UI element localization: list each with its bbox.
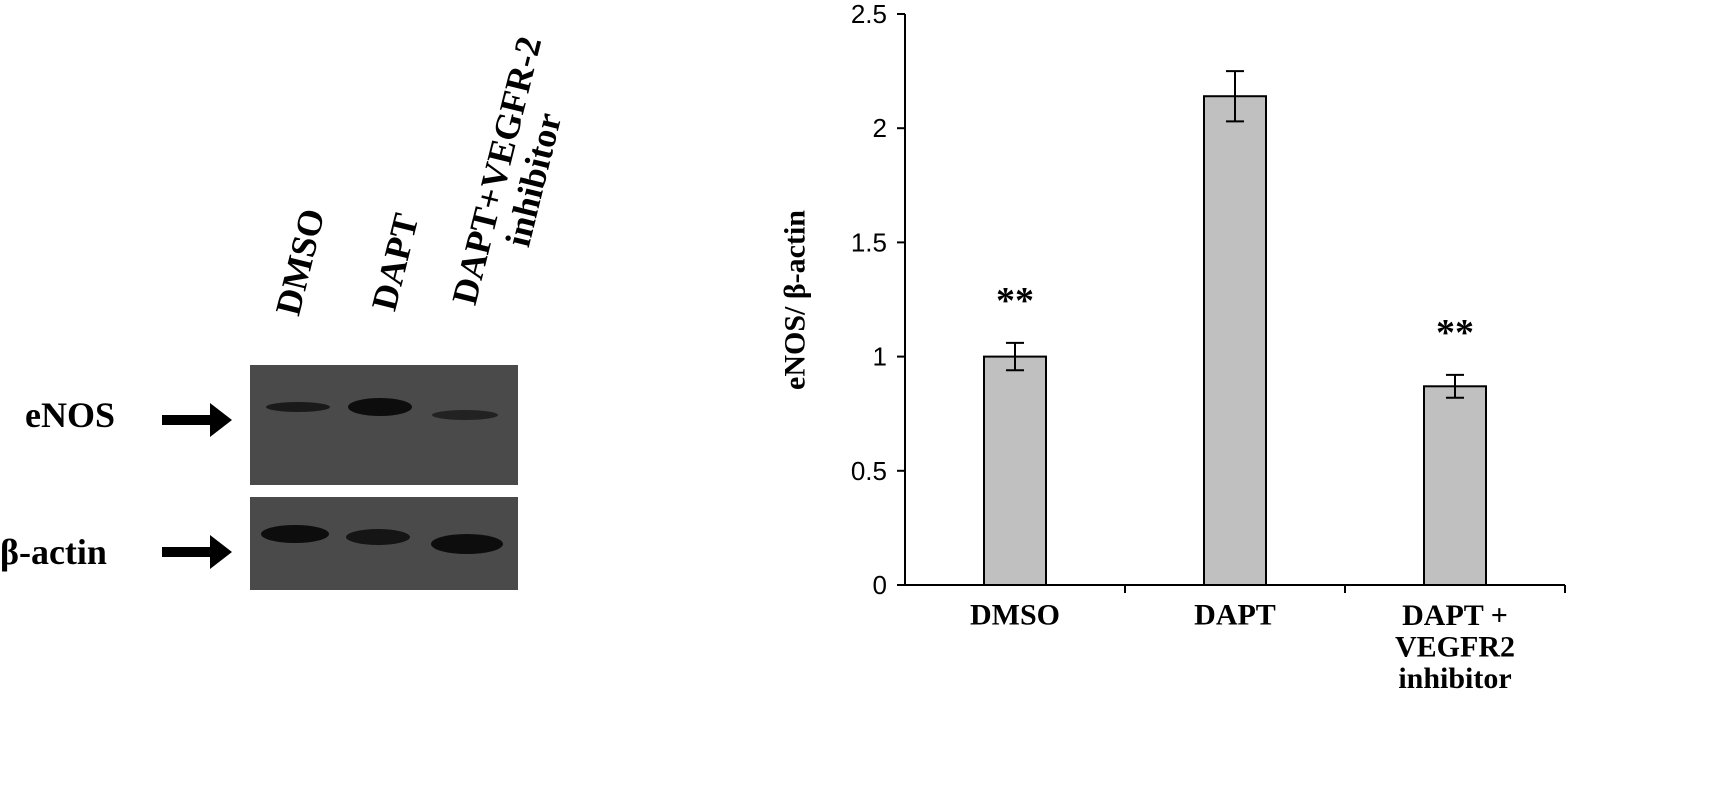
band [266, 402, 330, 412]
band [261, 525, 329, 543]
error-bar [1006, 341, 1024, 372]
y-tick-label: 1 [873, 342, 887, 372]
x-tick-label: DMSO [970, 599, 1060, 632]
blot-panel [250, 365, 518, 485]
arrow [162, 535, 232, 569]
y-axis-label: eNOS/ β-actin [779, 210, 812, 390]
band [348, 398, 412, 416]
x-tick-label: DAPT + VEGFR2 inhibitor [1395, 599, 1515, 695]
blot: eNOS β-actin DMSO DAPT DAPT+VEGFR-2inhib… [0, 32, 586, 590]
bar [1423, 385, 1487, 586]
band [346, 529, 410, 545]
row-label: eNOS [25, 395, 115, 435]
x-tick-label: DAPT [1194, 599, 1276, 632]
lane-label: DAPT+VEGFR-2inhibitor [444, 32, 586, 317]
row-label: β-actin [0, 532, 107, 572]
arrow [162, 403, 232, 437]
lane-label: DAPT [364, 210, 427, 315]
lane-label: DMSO [268, 205, 333, 319]
bar [1203, 95, 1267, 586]
y-tick-label: 0 [873, 570, 887, 600]
y-tick-label: 1.5 [851, 227, 887, 257]
y-tick-label: 2.5 [851, 0, 887, 29]
error-bar [1446, 373, 1464, 399]
band [432, 410, 498, 420]
error-bar [1226, 70, 1244, 123]
y-tick-label: 0.5 [851, 456, 887, 486]
annotation: ** [996, 280, 1034, 322]
band [431, 534, 503, 554]
bar [983, 355, 1047, 586]
y-tick-label: 2 [873, 113, 887, 143]
annotation: ** [1436, 312, 1474, 354]
